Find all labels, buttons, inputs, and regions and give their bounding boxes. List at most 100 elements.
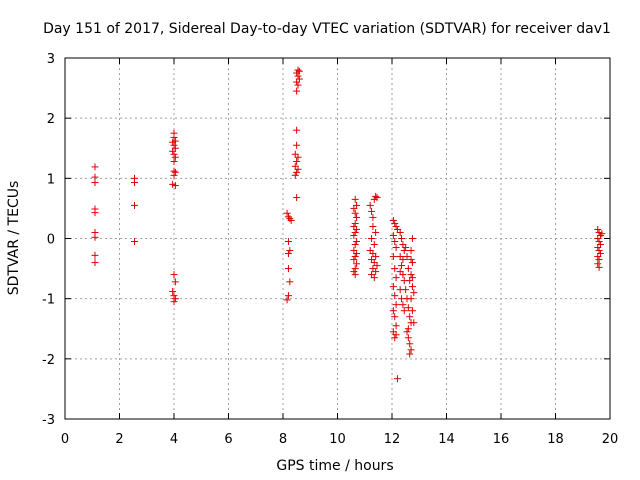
data-point (351, 228, 359, 236)
data-point (170, 292, 178, 300)
data-point (410, 319, 418, 327)
data-point (353, 225, 361, 233)
data-point (392, 322, 400, 330)
data-point (389, 231, 397, 239)
data-point (293, 87, 301, 95)
chart-title: Day 151 of 2017, Sidereal Day-to-day VTE… (43, 21, 611, 37)
data-point (351, 241, 359, 249)
data-point (407, 271, 415, 279)
x-tick-label: 12 (384, 432, 401, 447)
data-point (370, 274, 378, 282)
data-point (91, 179, 99, 187)
data-point (406, 350, 414, 358)
data-point (351, 265, 359, 273)
data-point (410, 289, 418, 297)
data-point (392, 331, 400, 339)
data-point (372, 268, 380, 276)
data-point (284, 292, 292, 300)
y-tick-label: 0 (47, 233, 55, 248)
data-point (171, 168, 179, 176)
data-point (389, 283, 397, 291)
data-point (391, 265, 399, 273)
data-point (283, 296, 291, 304)
data-point (406, 313, 414, 321)
data-point (370, 241, 378, 249)
data-point (389, 253, 397, 261)
data-point (286, 215, 294, 223)
data-point (404, 325, 412, 333)
data-point (283, 209, 291, 217)
data-point (408, 283, 416, 291)
data-point (286, 247, 294, 255)
data-point (91, 209, 99, 217)
x-tick-label: 8 (279, 432, 287, 447)
data-point (91, 233, 99, 241)
data-point (293, 126, 301, 134)
x-tick-label: 6 (224, 432, 232, 447)
data-point (400, 247, 408, 255)
data-point (595, 247, 603, 255)
x-tick-label: 16 (493, 432, 510, 447)
data-point (350, 256, 358, 264)
data-point (170, 271, 178, 279)
data-point (372, 228, 380, 236)
data-point (407, 247, 415, 255)
data-point (91, 251, 99, 259)
data-point (294, 72, 302, 80)
data-point (373, 262, 381, 270)
data-point (391, 334, 399, 342)
data-point (293, 69, 301, 77)
data-point (366, 201, 374, 209)
data-point (353, 260, 361, 268)
x-tick-label: 0 (61, 432, 69, 447)
data-point (284, 238, 292, 246)
data-point (351, 209, 359, 217)
data-point (399, 301, 407, 309)
x-tick-label: 18 (547, 432, 564, 447)
data-point (404, 304, 412, 312)
data-point (595, 256, 603, 264)
data-point (293, 78, 301, 86)
y-tick-label: 1 (47, 172, 55, 187)
data-point (373, 194, 381, 202)
y-tick-label: -3 (42, 413, 55, 428)
data-point (351, 271, 359, 279)
data-point (350, 231, 358, 239)
data-point (407, 346, 415, 354)
data-point (392, 244, 400, 252)
data-point (369, 222, 377, 230)
data-point (284, 265, 292, 273)
data-point (368, 207, 376, 215)
data-point (404, 334, 412, 342)
data-point (408, 259, 416, 267)
data-point (350, 204, 358, 212)
data-point (391, 238, 399, 246)
data-point (594, 225, 602, 233)
data-point (294, 81, 302, 89)
data-point (91, 163, 99, 171)
data-point (171, 278, 179, 286)
data-point (284, 213, 292, 221)
data-point (595, 238, 603, 246)
data-point (170, 298, 178, 306)
data-point (286, 278, 294, 286)
data-point (368, 235, 376, 242)
data-point (284, 250, 292, 258)
data-point (351, 195, 359, 203)
data-point (389, 216, 397, 224)
data-point (171, 182, 179, 190)
data-point (130, 179, 138, 187)
data-point (389, 307, 397, 315)
x-tick-label: 20 (602, 432, 619, 447)
data-point (402, 286, 410, 294)
data-point (353, 250, 361, 258)
data-point (350, 268, 358, 276)
data-point (353, 238, 361, 246)
x-axis-label: GPS time / hours (276, 458, 393, 474)
data-point (406, 340, 414, 348)
y-tick-label: 2 (47, 112, 55, 127)
y-tick-label: -2 (42, 353, 55, 368)
data-points (91, 66, 606, 383)
data-point (392, 301, 400, 309)
